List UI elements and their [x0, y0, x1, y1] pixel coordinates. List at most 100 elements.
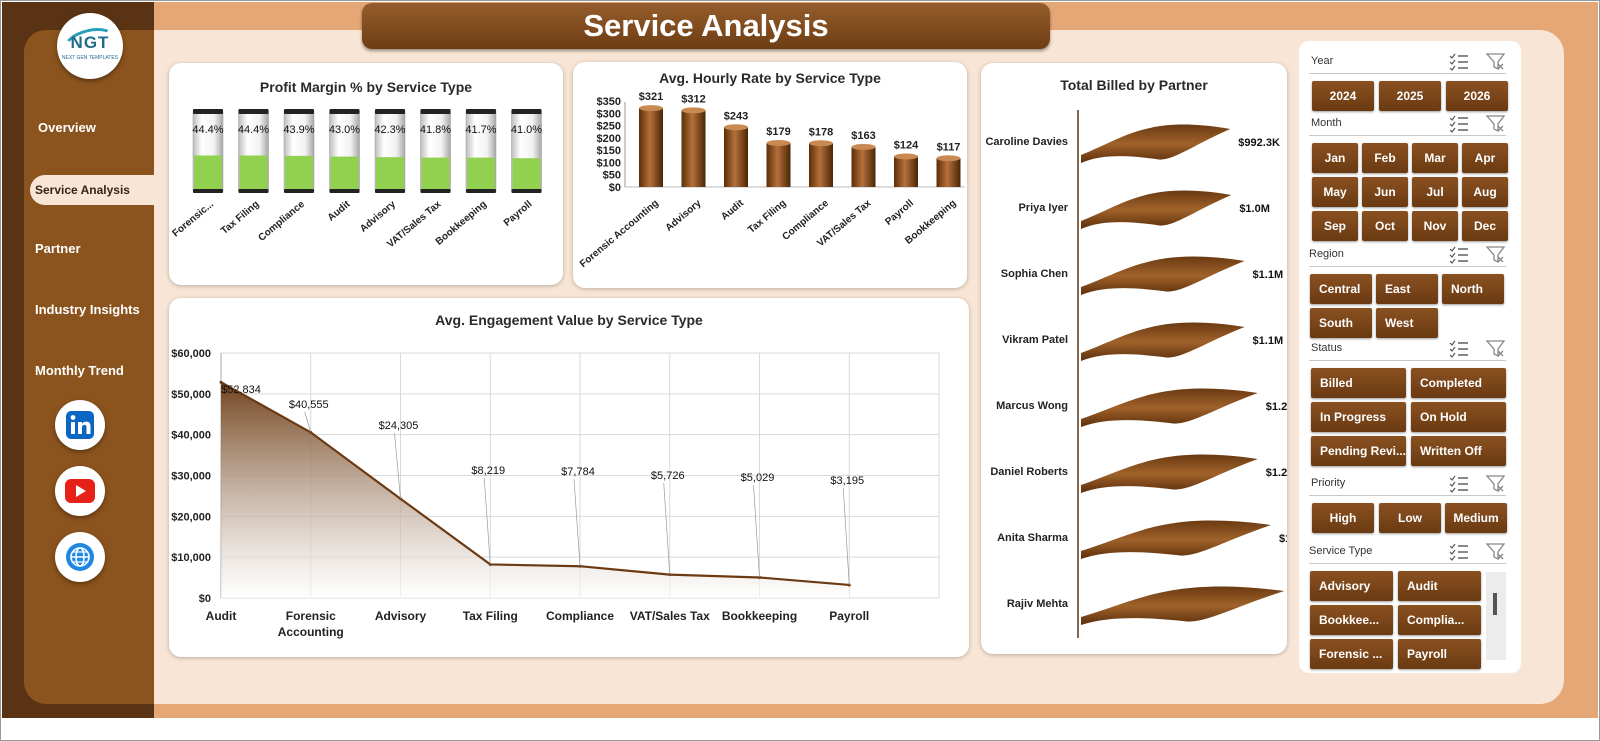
month-slicer-apr[interactable]: Apr [1462, 143, 1508, 173]
hourly-rate-y-tick: $350 [597, 96, 621, 108]
total-billed-category-label: Anita Sharma [997, 532, 1069, 544]
month-slicer-mar[interactable]: Mar [1412, 143, 1458, 173]
profit-margin-cap-bottom [420, 189, 451, 193]
status-slicer-in-progress[interactable]: In Progress [1311, 402, 1406, 432]
year-slicer-icons [1449, 52, 1509, 72]
clear-filter-icon[interactable] [1485, 340, 1506, 358]
month-slicer-jun[interactable]: Jun [1362, 177, 1408, 207]
profit-margin-cap-bottom [193, 189, 223, 193]
status-slicer-written-off[interactable]: Written Off [1411, 436, 1506, 466]
service-type-slicer-payroll[interactable]: Payroll [1398, 639, 1481, 669]
priority-slicer-divider [1309, 495, 1506, 496]
total-billed-category-label: Rajiv Mehta [1007, 598, 1069, 610]
month-slicer-feb[interactable]: Feb [1362, 143, 1408, 173]
hourly-rate-data-label: $312 [681, 93, 705, 105]
multi-select-icon[interactable] [1449, 543, 1468, 561]
hourly-rate-bar-advisory [681, 110, 706, 187]
total-billed-data-label: $1.0M [1239, 203, 1270, 215]
region-slicer-title: Region [1309, 248, 1344, 260]
hourly-rate-data-label: $163 [851, 130, 875, 142]
status-slicer-billed[interactable]: Billed [1311, 368, 1406, 398]
engagement-category-label: Tax Filing [463, 609, 518, 623]
month-slicer-jan[interactable]: Jan [1312, 143, 1358, 173]
clear-filter-icon[interactable] [1485, 475, 1506, 493]
priority-slicer-medium[interactable]: Medium [1445, 503, 1507, 533]
service-type-slicer-bookkee[interactable]: Bookkee... [1310, 605, 1393, 635]
service-type-scrollbar[interactable] [1486, 572, 1506, 660]
engagement-data-label: $40,555 [289, 399, 329, 411]
profit-margin-cap-top [466, 109, 496, 114]
service-type-slicer-audit[interactable]: Audit [1398, 571, 1481, 601]
hourly-rate-bar-top [851, 143, 876, 150]
globe-icon[interactable] [55, 532, 105, 582]
hourly-rate-bar-compliance [809, 143, 833, 187]
month-slicer-icons [1449, 114, 1509, 134]
total-billed-category-label: Daniel Roberts [990, 466, 1068, 478]
profit-margin-cap-top [511, 109, 542, 114]
priority-slicer-low[interactable]: Low [1379, 503, 1441, 533]
engagement-category-label: Accounting [278, 625, 344, 639]
service-type-slicer-forensic[interactable]: Forensic ... [1310, 639, 1393, 669]
sidebar-item-service-analysis[interactable]: Service Analysis [30, 175, 154, 205]
month-slicer-sep[interactable]: Sep [1312, 211, 1358, 241]
region-slicer-central[interactable]: Central [1310, 274, 1372, 304]
linkedin-icon[interactable] [55, 400, 105, 450]
region-slicer-west[interactable]: West [1376, 308, 1438, 338]
clear-filter-icon[interactable] [1485, 53, 1506, 71]
hourly-rate-title: Avg. Hourly Rate by Service Type [659, 70, 881, 86]
engagement-category-label: Forensic [286, 609, 336, 623]
multi-select-icon[interactable] [1449, 246, 1468, 264]
sidebar-item-monthly-trend[interactable]: Monthly Trend [35, 363, 124, 378]
profit-margin-data-label: 41.8% [420, 124, 451, 136]
priority-slicer-high[interactable]: High [1312, 503, 1374, 533]
sidebar-item-industry-insights[interactable]: Industry Insights [35, 302, 140, 317]
status-slicer-completed[interactable]: Completed [1411, 368, 1506, 398]
clear-filter-icon[interactable] [1485, 246, 1506, 264]
clear-filter-icon[interactable] [1485, 115, 1506, 133]
profit-margin-bar-tax-filing [239, 155, 268, 191]
engagement-leader-line [304, 411, 312, 433]
service-type-scrollbar-thumb[interactable] [1493, 593, 1497, 615]
region-slicer-north[interactable]: North [1442, 274, 1504, 304]
engagement-leader-line [842, 487, 850, 585]
youtube-icon[interactable] [55, 466, 105, 516]
profit-margin-cap-top [284, 109, 314, 114]
year-slicer-2025[interactable]: 2025 [1379, 81, 1441, 111]
month-slicer-dec[interactable]: Dec [1462, 211, 1508, 241]
status-slicer-pending-revi[interactable]: Pending Revi... [1311, 436, 1406, 466]
profit-margin-cap-bottom [238, 189, 269, 193]
region-slicer-east[interactable]: East [1376, 274, 1438, 304]
profit-margin-bar-bookkeeping [467, 157, 495, 191]
month-slicer-oct[interactable]: Oct [1362, 211, 1408, 241]
total-billed-category-label: Marcus Wong [996, 400, 1068, 412]
engagement-category-label: Advisory [375, 609, 427, 623]
month-slicer-aug[interactable]: Aug [1462, 177, 1508, 207]
multi-select-icon[interactable] [1449, 340, 1468, 358]
hourly-rate-bar-top [766, 140, 791, 147]
hourly-rate-y-tick: $50 [603, 170, 621, 182]
hourly-rate-y-tick: $150 [597, 145, 621, 157]
hourly-rate-data-label: $321 [639, 91, 663, 103]
hourly-rate-data-label: $179 [766, 126, 790, 138]
month-slicer-may[interactable]: May [1312, 177, 1358, 207]
profit-margin-cap-top [238, 109, 269, 114]
year-slicer-2024[interactable]: 2024 [1312, 81, 1374, 111]
month-slicer-nov[interactable]: Nov [1412, 211, 1458, 241]
month-slicer-jul[interactable]: Jul [1412, 177, 1458, 207]
clear-filter-icon[interactable] [1485, 543, 1506, 561]
hourly-rate-card: Avg. Hourly Rate by Service Type $0 $50 $1… [573, 62, 967, 288]
engagement-data-label: $3,195 [830, 475, 864, 487]
hourly-rate-bar-payroll [894, 156, 918, 187]
sidebar-item-overview[interactable]: Overview [38, 120, 96, 135]
sidebar-item-partner[interactable]: Partner [35, 241, 81, 256]
status-slicer-on-hold[interactable]: On Hold [1411, 402, 1506, 432]
multi-select-icon[interactable] [1449, 53, 1468, 71]
total-billed-data-label: $1.2M [1266, 467, 1287, 479]
service-type-slicer-advisory[interactable]: Advisory [1310, 571, 1393, 601]
multi-select-icon[interactable] [1449, 115, 1468, 133]
engagement-category-label: Bookkeeping [722, 609, 797, 623]
multi-select-icon[interactable] [1449, 475, 1468, 493]
region-slicer-south[interactable]: South [1310, 308, 1372, 338]
service-type-slicer-complia[interactable]: Complia... [1398, 605, 1481, 635]
year-slicer-2026[interactable]: 2026 [1446, 81, 1508, 111]
